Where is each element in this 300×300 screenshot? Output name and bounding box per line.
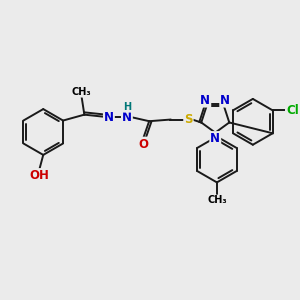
Text: H: H	[124, 102, 132, 112]
Text: N: N	[122, 111, 132, 124]
Text: N: N	[220, 94, 230, 106]
Text: CH₃: CH₃	[72, 87, 92, 97]
Text: CH₃: CH₃	[207, 195, 227, 206]
Text: S: S	[184, 113, 193, 126]
Text: N: N	[104, 111, 114, 124]
Text: OH: OH	[29, 169, 49, 182]
Text: Cl: Cl	[286, 104, 299, 117]
Text: N: N	[200, 94, 210, 106]
Text: N: N	[210, 132, 220, 145]
Text: O: O	[138, 138, 148, 151]
